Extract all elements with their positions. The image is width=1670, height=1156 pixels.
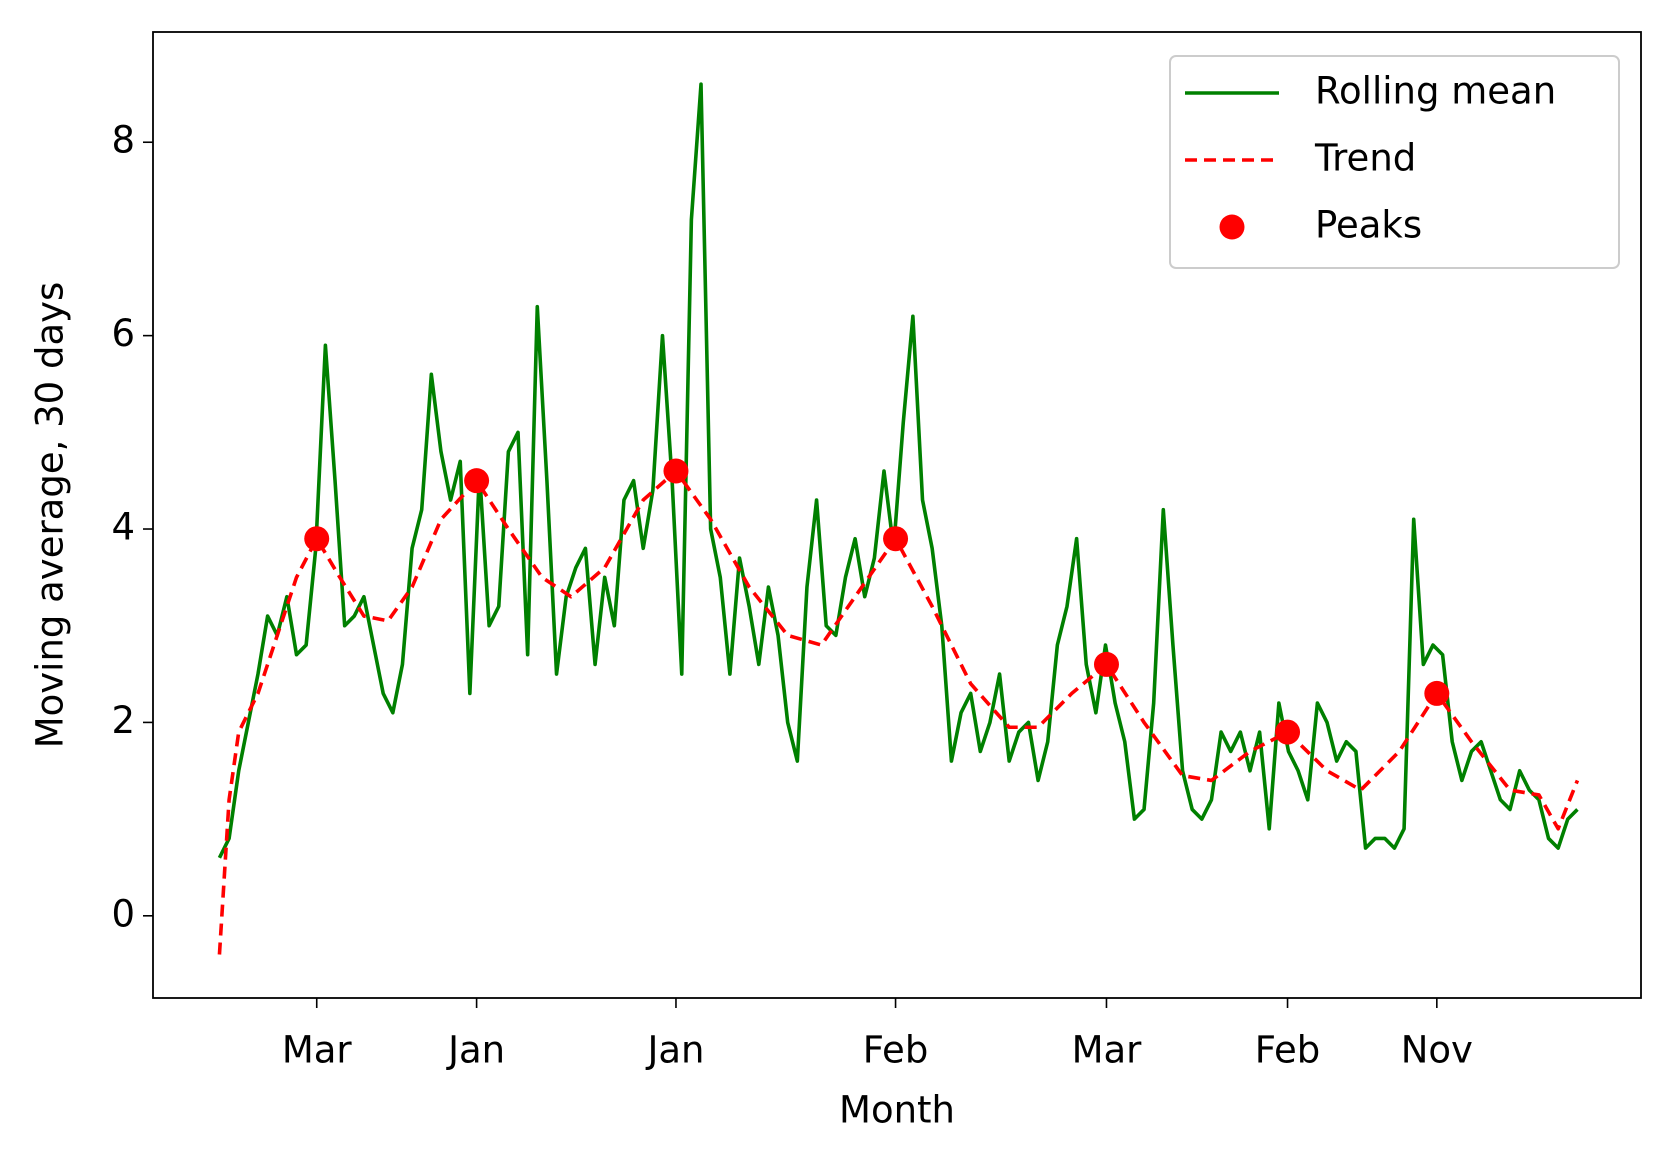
legend-label: Peaks <box>1315 204 1422 247</box>
y-axis-label: Moving average, 30 days <box>29 282 72 749</box>
legend-label: Rolling mean <box>1315 70 1556 113</box>
plot-area <box>217 82 1580 955</box>
y-tick-label: 6 <box>111 312 135 355</box>
legend-marker <box>1219 214 1245 240</box>
y-tick-label: 0 <box>111 892 135 935</box>
peak-marker <box>1093 651 1119 677</box>
peak-marker <box>1424 680 1450 706</box>
legend-label: Trend <box>1314 137 1416 180</box>
line-rolling <box>217 82 1579 859</box>
peak-marker <box>1275 719 1301 745</box>
x-tick-label: Feb <box>1255 1029 1321 1072</box>
peak-marker <box>663 458 689 484</box>
peak-marker <box>883 526 909 552</box>
y-tick-label: 8 <box>111 119 135 162</box>
line-trend <box>217 469 1580 955</box>
peak-marker <box>304 526 330 552</box>
peak-marker <box>464 468 490 494</box>
legend-box <box>1169 55 1620 269</box>
x-tick-label: Nov <box>1401 1029 1473 1072</box>
x-tick-label: Jan <box>645 1029 704 1072</box>
y-tick-label: 4 <box>111 506 135 549</box>
x-tick-label: Mar <box>1072 1029 1143 1072</box>
y-tick-label: 2 <box>111 699 135 742</box>
x-tick-label: Jan <box>446 1029 505 1072</box>
x-tick-label: Mar <box>282 1029 353 1072</box>
x-axis-label: Month <box>839 1089 955 1132</box>
x-tick-label: Feb <box>863 1029 929 1072</box>
axes-frame <box>152 31 1642 999</box>
